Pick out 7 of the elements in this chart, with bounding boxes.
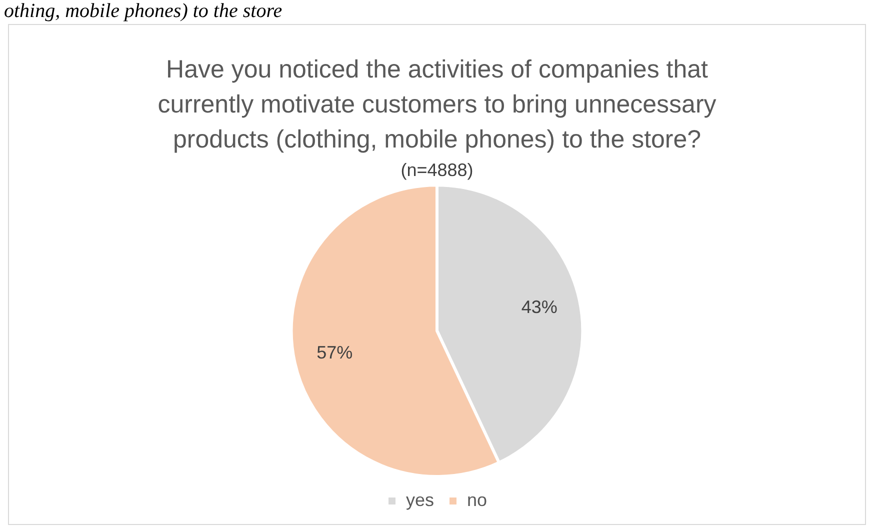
legend-label: no [466, 490, 488, 510]
chart-title: Have you noticed the activities of companies that currently motivate customers to bring unnecessary products (clothing, mobile phones) to the store? [158, 55, 717, 154]
data-label: 57% [316, 342, 353, 363]
chart-subtitle: (n=4888) [400, 160, 474, 180]
legend-label: yes [406, 490, 434, 510]
text: othing, mobile phones) to the store [4, 0, 282, 22]
data-label: 43% [521, 296, 558, 317]
